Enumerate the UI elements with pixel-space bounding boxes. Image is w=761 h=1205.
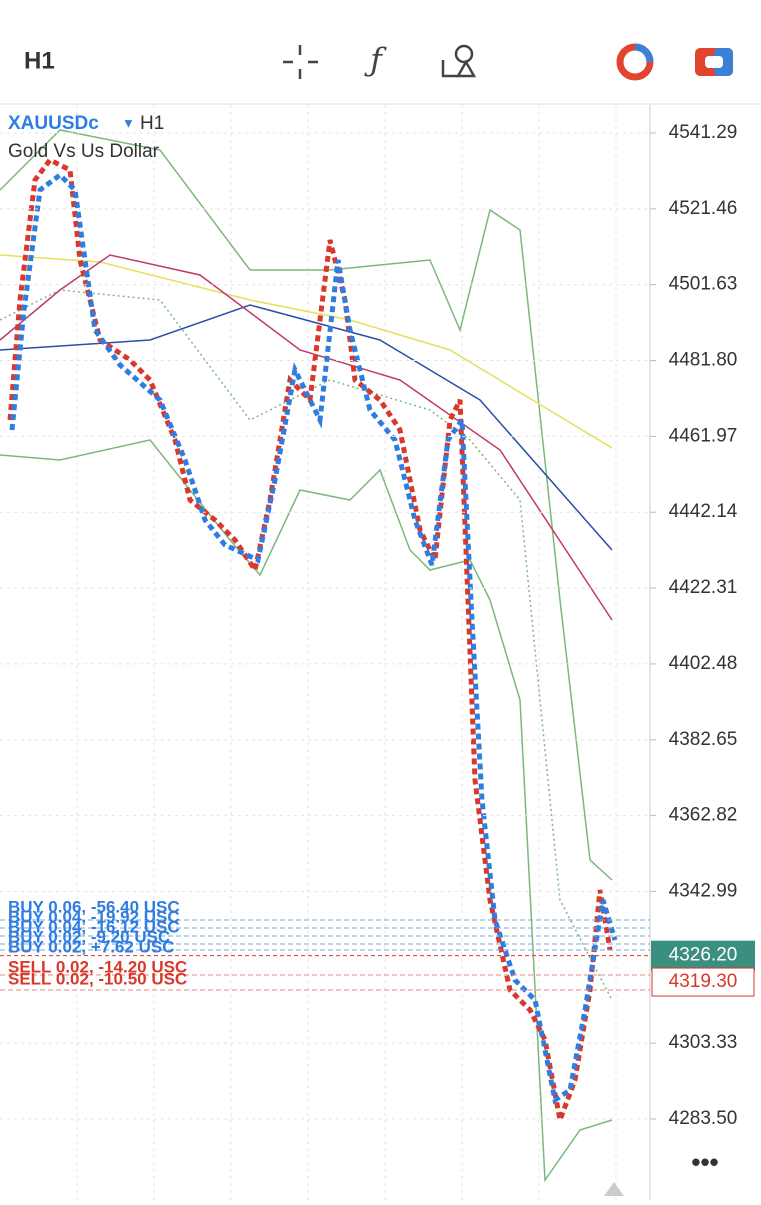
y-tick-label: 4422.31 [669,577,738,598]
order-label[interactable]: BUY 0.06, -56.40 USC [8,897,180,916]
chart-timeframe: H1 [140,113,164,134]
symbol-description: Gold Vs Us Dollar [8,141,160,162]
indicators-button[interactable]: ƒ [364,41,387,79]
indicators [0,129,613,1183]
price-path [7,156,618,1130]
y-tick-label: 4501.63 [669,274,738,295]
trade-button[interactable] [616,43,654,81]
y-tick-label: 4342.99 [669,880,738,901]
y-tick-label: 4481.80 [669,350,738,371]
y-tick-label: 4521.46 [669,198,738,219]
account-button[interactable] [695,48,733,76]
y-tick-label: 4303.33 [669,1032,738,1053]
order-label[interactable]: BUY 0.04, -16.12 USC [8,917,180,936]
timeframe-button[interactable]: H1 [24,47,55,74]
order-label[interactable]: BUY 0.02, +7.62 USC [8,937,174,956]
scroll-marker[interactable] [604,1182,624,1196]
y-tick-label: 4362.82 [669,805,738,826]
y-tick-label: 4541.29 [669,122,738,143]
ask-price: 4319.30 [669,971,738,992]
bid-price: 4326.20 [669,945,738,966]
symbol-dropdown[interactable]: ▼ [122,115,135,130]
y-tick-label: 4402.48 [669,653,738,674]
crosshair-button[interactable] [283,45,318,79]
price-tags: 4326.20 4319.30 [0,940,755,997]
order-label[interactable]: SELL 0.02, -10.50 USC [8,969,187,988]
grid [76,105,617,1200]
y-tick-label: 4442.14 [669,501,738,522]
more-button[interactable]: ••• [691,1147,718,1177]
y-tick-label: 4461.97 [669,425,738,446]
symbol-name[interactable]: XAUUSDc [8,113,99,134]
price-axis: 4541.29 4521.46 4501.63 4481.80 4461.97 4442.… [0,122,738,1129]
order-label[interactable]: SELL 0.02, -14.20 USC [8,957,187,976]
y-tick-label: 4382.65 [669,729,738,750]
objects-button[interactable] [441,44,477,78]
ask-tag [651,967,755,997]
order-label[interactable]: BUY 0.04, -19.92 USC [8,907,180,926]
toolbar: H1 ƒ [24,41,733,81]
order-lines [0,919,650,991]
order-label[interactable]: BUY 0.02, -9.20 USC [8,927,170,946]
y-tick-label: 4283.50 [669,1108,738,1129]
bid-tag [651,940,755,971]
